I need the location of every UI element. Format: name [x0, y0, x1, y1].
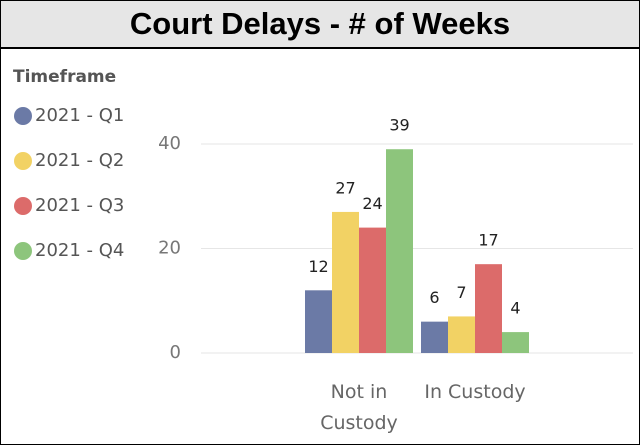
- bar: [386, 149, 413, 353]
- legend-label: 2021 - Q4: [35, 240, 124, 261]
- legend-title: Timeframe: [13, 67, 116, 87]
- bar: [475, 264, 502, 353]
- data-label: 7: [456, 283, 466, 302]
- bar: [502, 332, 529, 353]
- bar: [332, 211, 359, 353]
- bar: [305, 290, 332, 353]
- data-label: 12: [308, 257, 328, 276]
- bar: [359, 227, 386, 353]
- legend-swatch: [14, 152, 32, 170]
- bar: [448, 316, 475, 353]
- data-label: 24: [362, 194, 382, 213]
- data-label: 27: [335, 178, 355, 197]
- legend-label: 2021 - Q1: [35, 105, 124, 126]
- bar: [421, 321, 448, 353]
- data-label: 17: [478, 231, 498, 250]
- legend-swatch: [14, 197, 32, 215]
- legend-label: 2021 - Q3: [35, 195, 124, 216]
- y-tick-label: 40: [158, 133, 181, 154]
- x-tick-label: In Custody: [424, 381, 526, 403]
- y-tick-label: 0: [170, 342, 181, 363]
- data-label: 39: [389, 116, 409, 135]
- y-tick-label: 20: [158, 238, 181, 259]
- legend-label: 2021 - Q2: [35, 150, 124, 171]
- chart-title: Court Delays - # of Weeks: [1, 1, 639, 49]
- data-label: 6: [429, 288, 439, 307]
- legend-swatch: [14, 242, 32, 260]
- data-label: 4: [510, 299, 520, 318]
- legend-swatch: [14, 107, 32, 125]
- x-tick-label: Not in Custody: [320, 381, 398, 434]
